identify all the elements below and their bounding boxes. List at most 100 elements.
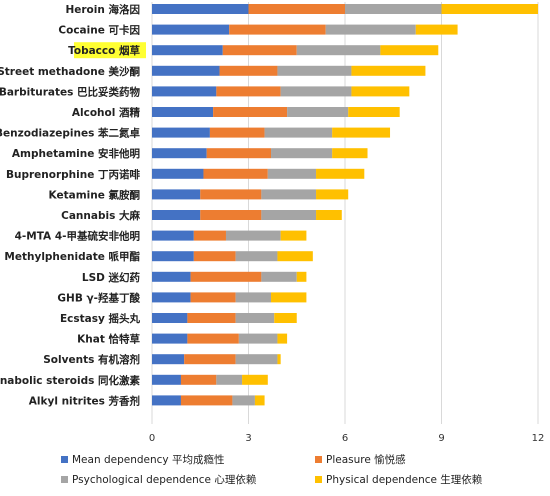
bar-segment <box>325 24 416 35</box>
bar-segment <box>152 271 191 282</box>
bar-segment <box>180 374 217 385</box>
bar-segment <box>380 45 439 56</box>
category-label: Khat 恰特草 <box>77 333 140 346</box>
category-label: Heroin 海洛因 <box>65 3 140 16</box>
category-label: LSD 迷幻药 <box>82 271 141 284</box>
category-label: Tobacco 烟草 <box>68 44 140 57</box>
bar-segment <box>152 45 223 56</box>
x-tick-label: 3 <box>245 433 251 444</box>
bar-segment <box>287 107 349 117</box>
category-label: Alkyl nitrites 芳香剂 <box>29 394 140 407</box>
category-label: 4-MTA 4-甲基硫安非他明 <box>15 230 140 243</box>
x-tick-label: 0 <box>149 433 155 444</box>
bar-segment <box>277 354 281 365</box>
bar-segment <box>415 24 458 35</box>
bar-segment <box>152 292 191 303</box>
bar-segment <box>193 251 236 262</box>
bar-segment <box>271 148 333 159</box>
bar-segment <box>187 313 236 323</box>
highlight-layer <box>74 42 146 59</box>
bar-segment <box>152 313 188 323</box>
bar-segment <box>280 230 307 241</box>
category-label: Solvents 有机溶剂 <box>43 353 140 366</box>
bar-segment <box>277 65 352 76</box>
category-label: Ketamine 氯胺酮 <box>49 188 140 201</box>
bar-segment <box>242 374 268 385</box>
bar-segment <box>152 333 188 344</box>
legend-label: Pleasure 愉悦感 <box>326 453 406 466</box>
bar-segment <box>216 86 281 97</box>
bar-segment <box>316 168 365 179</box>
bar-segment <box>254 395 265 406</box>
bar-segment <box>235 251 278 262</box>
bar-segment <box>152 168 204 179</box>
x-tick-label: 12 <box>532 433 545 444</box>
category-label: Ecstasy 摇头丸 <box>60 312 141 325</box>
bar-segment <box>296 45 381 56</box>
category-label: Cannabis 大麻 <box>61 209 140 222</box>
bar-segment <box>296 271 307 282</box>
bar-segment <box>264 127 333 138</box>
category-label: Anabolic steroids 同化激素 <box>0 374 140 387</box>
bar-segment <box>261 210 317 220</box>
bar-segment <box>152 230 194 241</box>
bar-segment <box>351 86 410 97</box>
x-tick-label: 6 <box>342 433 348 444</box>
bar-segment <box>206 148 272 159</box>
bar-segment <box>213 107 288 117</box>
bar-segment <box>222 45 297 56</box>
bar-segment <box>261 189 317 200</box>
legend-swatch <box>61 476 68 483</box>
bar-segment <box>184 354 236 365</box>
category-label: Cocaine 可卡因 <box>58 24 140 37</box>
bar-segment <box>232 395 255 406</box>
bar-segment <box>193 230 226 241</box>
bar-segment <box>238 333 278 344</box>
bar-segment <box>261 271 297 282</box>
bar-segment <box>152 354 185 365</box>
bar-segment <box>209 127 265 138</box>
legend-swatch <box>61 456 68 463</box>
category-labels: Heroin 海洛因 Cocaine 可卡因 Tobacco 烟草 Street me… <box>0 3 140 407</box>
legend-label: Physical dependence 生理依赖 <box>326 473 483 486</box>
bar-segment <box>348 107 400 117</box>
bar-segment <box>229 24 326 35</box>
category-label: Street methadone 美沙酮 <box>0 65 140 78</box>
category-label: GHB γ-羟基丁酸 <box>57 291 140 304</box>
bar-segment <box>152 210 201 220</box>
bar-segment <box>280 86 352 97</box>
bar-segment <box>152 4 249 14</box>
bar-segment <box>152 24 230 35</box>
legend-label: Psychological dependence 心理依赖 <box>72 473 257 486</box>
bar-segment <box>152 86 217 97</box>
legend-swatch <box>315 476 322 483</box>
legend: Mean dependency 平均成瘾性 Pleasure 愉悦感 Psychol… <box>61 453 483 486</box>
bar-segment <box>351 65 426 76</box>
bar-segment <box>152 65 220 76</box>
bar-segment <box>332 127 391 138</box>
category-highlight <box>74 42 146 59</box>
bar-segment <box>274 313 297 323</box>
bar-segment <box>152 251 194 262</box>
bar-segment <box>345 4 442 14</box>
bar-segment <box>316 210 342 220</box>
bar-segment <box>152 374 181 385</box>
bar-segment <box>152 395 181 406</box>
bar-segment <box>248 4 345 14</box>
bar-segment <box>187 333 239 344</box>
bars <box>152 4 538 406</box>
bar-segment <box>180 395 233 406</box>
bar-segment <box>277 333 288 344</box>
bar-segment <box>219 65 278 76</box>
category-label: Methylphenidate 哌甲酯 <box>4 250 140 263</box>
category-label: Alcohol 酒精 <box>72 106 141 119</box>
bar-segment <box>267 168 317 179</box>
legend-swatch <box>315 456 322 463</box>
bar-segment <box>190 292 236 303</box>
x-tick-labels: 0 3 6 9 12 <box>149 433 545 444</box>
bar-segment <box>203 168 268 179</box>
bar-segment <box>152 127 210 138</box>
bar-segment <box>200 210 262 220</box>
category-label: Benzodiazepines 苯二氮卓 <box>0 127 140 140</box>
